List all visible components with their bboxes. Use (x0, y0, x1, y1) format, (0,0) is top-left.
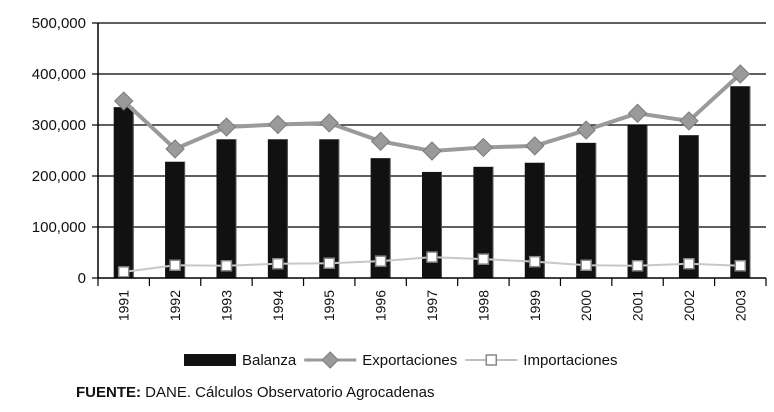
axes (97, 23, 767, 286)
marker-exportaciones (319, 113, 339, 133)
legend-label: Importaciones (523, 352, 617, 369)
x-tick-label: 1999 (527, 290, 543, 321)
y-tick-label: 400,000 (32, 66, 86, 83)
y-tick-label: 200,000 (32, 168, 86, 185)
x-tick-label: 1995 (321, 290, 337, 321)
bar-balanza (165, 161, 186, 278)
bar-balanza (473, 166, 494, 278)
marker-exportaciones (113, 91, 134, 111)
source-note: FUENTE: DANE. Cálculos Observatorio Agro… (76, 384, 434, 401)
x-tick-label: 1997 (424, 290, 440, 321)
marker-exportaciones (268, 114, 288, 135)
y-axis-tick-labels: 0 100,000 200,000 300,000 400,000 500,000 (32, 15, 86, 287)
y-tick-label: 0 (78, 270, 86, 287)
y-tick-label: 100,000 (32, 219, 86, 236)
x-tick-label: 2000 (578, 290, 594, 321)
marker-exportaciones (165, 139, 185, 159)
legend-item-exportaciones: Exportaciones (304, 351, 457, 369)
gridlines (92, 22, 766, 279)
x-tick-label: 1991 (116, 290, 132, 321)
y-tick-label: 500,000 (32, 15, 86, 32)
marker-exportaciones (576, 120, 596, 140)
legend-label: Balanza (242, 352, 297, 369)
x-tick-label: 1998 (475, 290, 491, 321)
bar-balanza (319, 139, 340, 278)
marker-importaciones (683, 257, 695, 270)
marker-importaciones (374, 255, 387, 267)
marker-importaciones (580, 259, 592, 271)
line-exportaciones (122, 72, 742, 154)
bar-balanza (627, 125, 648, 278)
marker-importaciones (529, 255, 541, 268)
bar-balanza (370, 158, 391, 278)
x-axis-tick-labels: 1991 1992 1993 1994 1995 1996 1997 1998 1999 2000… (116, 290, 749, 321)
legend-item-balanza: Balanza (184, 352, 297, 369)
marker-importaciones (169, 259, 181, 271)
balanza-bars (113, 86, 751, 279)
x-tick-label: 2003 (732, 290, 748, 321)
y-tick-label: 300,000 (32, 117, 86, 134)
x-tick-label: 1996 (373, 290, 389, 321)
marker-exportaciones (679, 111, 699, 131)
bar-balanza (576, 142, 597, 278)
bar-balanza (113, 107, 134, 279)
marker-importaciones (426, 251, 438, 263)
x-tick-label: 1994 (270, 290, 286, 321)
bar-balanza (267, 139, 288, 278)
bar-balanza (730, 86, 751, 279)
marker-exportaciones (422, 141, 442, 161)
source-text: DANE. Cálculos Observatorio Agrocadenas (145, 384, 435, 401)
line-series (113, 64, 751, 278)
legend-marker (485, 354, 498, 366)
marker-importaciones (117, 266, 130, 278)
marker-importaciones (323, 257, 335, 269)
source-label: FUENTE: (76, 384, 141, 401)
marker-exportaciones (473, 137, 494, 158)
marker-exportaciones (730, 64, 751, 84)
legend-item-importaciones: Importaciones (465, 352, 618, 369)
marker-exportaciones (216, 117, 237, 137)
bar-balanza (524, 162, 545, 278)
x-tick-label: 2001 (630, 290, 646, 321)
legend-marker (321, 351, 339, 369)
marker-importaciones (477, 253, 490, 265)
marker-importaciones (734, 260, 747, 272)
legend-label: Exportaciones (362, 352, 457, 369)
x-tick-label: 1992 (167, 290, 183, 321)
bar-balanza (678, 135, 699, 278)
x-tick-label: 2002 (681, 290, 697, 321)
bar-balanza (216, 139, 237, 278)
marker-importaciones (272, 257, 284, 270)
legend-swatch (184, 354, 236, 366)
marker-exportaciones (525, 136, 545, 156)
marker-exportaciones (370, 131, 391, 152)
marker-importaciones (220, 260, 233, 272)
x-tick-label: 1993 (218, 290, 234, 321)
marker-exportaciones (627, 103, 648, 123)
legend: Balanza Exportaciones Importaciones (184, 351, 618, 369)
marker-importaciones (631, 260, 644, 272)
